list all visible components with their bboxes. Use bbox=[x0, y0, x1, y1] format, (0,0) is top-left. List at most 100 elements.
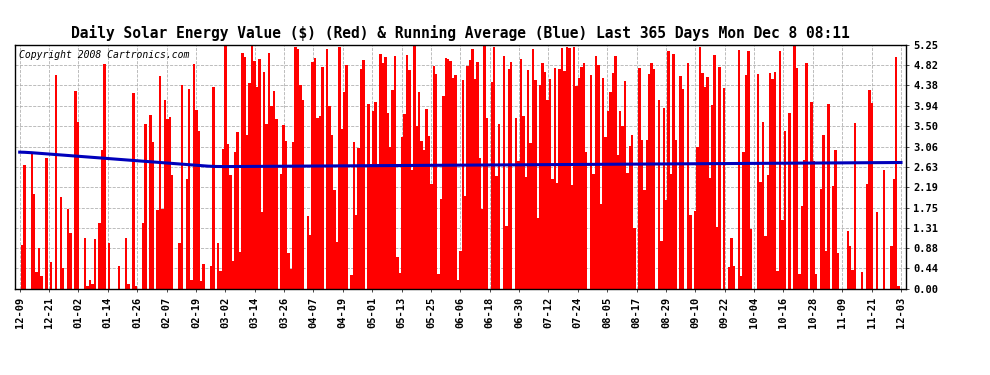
Bar bbox=[396, 258, 399, 289]
Bar bbox=[832, 186, 835, 289]
Bar bbox=[220, 271, 222, 289]
Bar bbox=[54, 75, 57, 289]
Bar bbox=[329, 106, 331, 289]
Bar bbox=[89, 279, 91, 289]
Bar bbox=[866, 184, 868, 289]
Bar bbox=[553, 68, 556, 289]
Bar bbox=[433, 66, 435, 289]
Bar bbox=[464, 196, 466, 289]
Bar bbox=[602, 78, 605, 289]
Bar bbox=[674, 140, 677, 289]
Bar bbox=[652, 69, 655, 289]
Bar bbox=[742, 152, 744, 289]
Bar bbox=[384, 57, 386, 289]
Bar bbox=[421, 141, 423, 289]
Bar bbox=[225, 46, 227, 289]
Bar bbox=[297, 49, 299, 289]
Bar bbox=[820, 189, 823, 289]
Bar bbox=[108, 243, 111, 289]
Bar bbox=[36, 272, 38, 289]
Bar bbox=[634, 228, 636, 289]
Bar bbox=[440, 200, 443, 289]
Bar bbox=[307, 216, 309, 289]
Bar bbox=[612, 73, 614, 289]
Bar bbox=[679, 76, 682, 289]
Bar bbox=[609, 93, 612, 289]
Bar bbox=[50, 262, 52, 289]
Bar bbox=[764, 237, 766, 289]
Bar bbox=[242, 53, 244, 289]
Bar bbox=[744, 75, 747, 289]
Bar bbox=[188, 89, 190, 289]
Bar bbox=[757, 74, 759, 289]
Bar bbox=[24, 165, 26, 289]
Bar bbox=[355, 215, 357, 289]
Bar bbox=[428, 136, 430, 289]
Bar bbox=[711, 105, 714, 289]
Bar bbox=[461, 80, 464, 289]
Bar bbox=[357, 148, 360, 289]
Bar bbox=[498, 124, 500, 289]
Bar bbox=[367, 104, 369, 289]
Bar bbox=[595, 56, 597, 289]
Bar bbox=[331, 135, 334, 289]
Bar bbox=[451, 78, 454, 289]
Bar bbox=[662, 108, 665, 289]
Bar bbox=[377, 164, 379, 289]
Bar bbox=[527, 70, 530, 289]
Bar bbox=[190, 280, 193, 289]
Bar bbox=[699, 47, 701, 289]
Bar bbox=[532, 49, 535, 289]
Bar bbox=[145, 123, 147, 289]
Bar bbox=[629, 146, 631, 289]
Bar bbox=[828, 104, 830, 289]
Bar bbox=[411, 170, 413, 289]
Bar bbox=[316, 118, 319, 289]
Bar bbox=[689, 215, 692, 289]
Bar bbox=[565, 47, 568, 289]
Bar bbox=[793, 45, 796, 289]
Bar bbox=[227, 144, 229, 289]
Bar bbox=[418, 92, 421, 289]
Bar bbox=[237, 132, 239, 289]
Bar bbox=[605, 137, 607, 289]
Bar bbox=[360, 69, 362, 289]
Bar bbox=[776, 271, 779, 289]
Bar bbox=[781, 220, 783, 289]
Bar bbox=[247, 135, 248, 289]
Bar bbox=[41, 276, 43, 289]
Bar bbox=[801, 206, 803, 289]
Bar bbox=[535, 80, 537, 289]
Bar bbox=[255, 87, 258, 289]
Bar bbox=[430, 184, 433, 289]
Bar bbox=[714, 55, 716, 289]
Bar bbox=[568, 48, 570, 289]
Bar bbox=[265, 124, 268, 289]
Bar bbox=[76, 122, 79, 289]
Bar bbox=[443, 96, 445, 289]
Bar bbox=[627, 172, 629, 289]
Bar bbox=[404, 114, 406, 289]
Bar bbox=[193, 64, 195, 289]
Bar bbox=[416, 126, 418, 289]
Bar bbox=[471, 49, 473, 289]
Bar bbox=[849, 246, 851, 289]
Bar bbox=[648, 74, 650, 289]
Bar bbox=[803, 160, 806, 289]
Bar bbox=[503, 56, 505, 289]
Bar bbox=[525, 177, 527, 289]
Bar bbox=[33, 194, 36, 289]
Bar bbox=[336, 242, 338, 289]
Bar bbox=[374, 102, 377, 289]
Bar bbox=[890, 246, 893, 289]
Bar bbox=[181, 85, 183, 289]
Bar bbox=[580, 67, 583, 289]
Bar bbox=[539, 85, 542, 289]
Bar bbox=[401, 137, 404, 289]
Bar bbox=[21, 245, 24, 289]
Bar bbox=[871, 103, 873, 289]
Bar bbox=[639, 68, 641, 289]
Bar bbox=[660, 241, 662, 289]
Bar bbox=[774, 72, 776, 289]
Bar bbox=[212, 87, 215, 289]
